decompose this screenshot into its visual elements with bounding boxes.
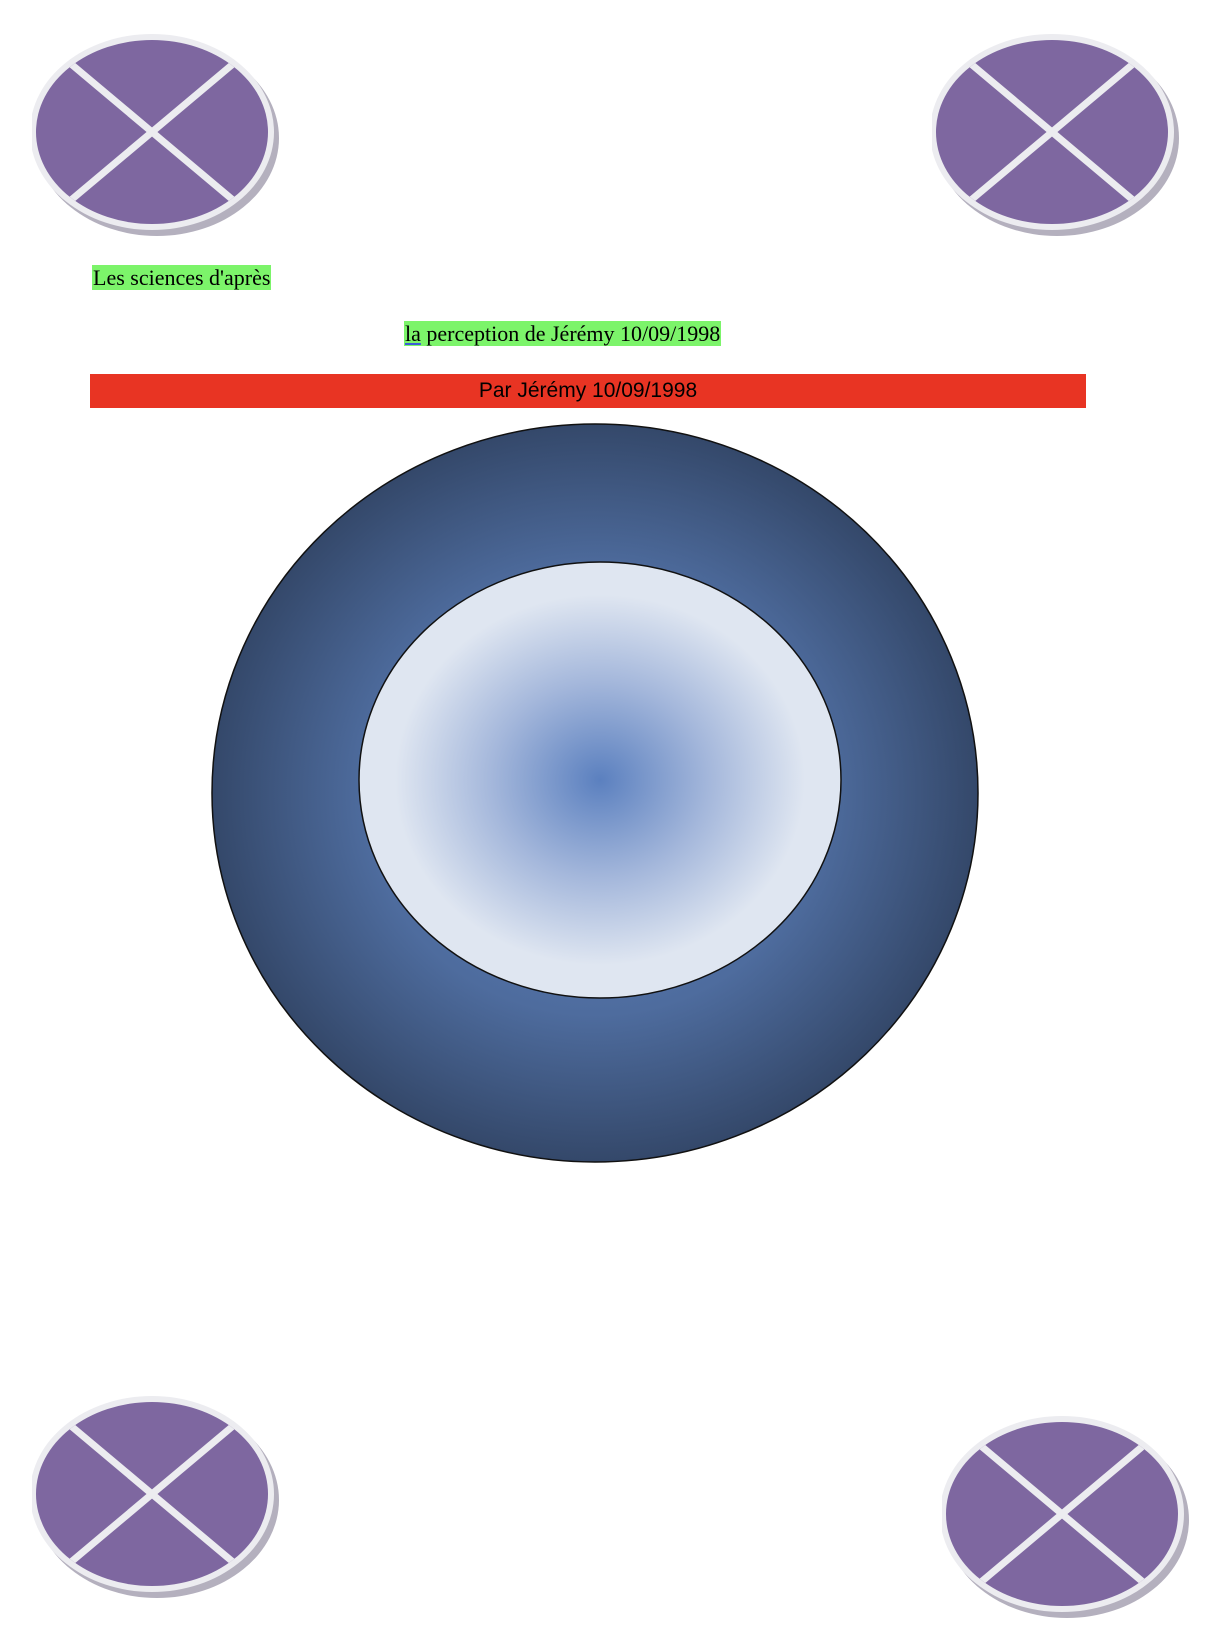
- subtitle-rest: perception de Jérémy 10/09/1998: [420, 321, 721, 346]
- corner-circle-cross-icon-top-right: [932, 34, 1179, 236]
- donut-inner-hole: [358, 561, 842, 999]
- donut-shape: [211, 423, 979, 1163]
- corner-circle-cross-icon-bottom-left: [32, 1396, 279, 1598]
- corner-circle-cross-icon-bottom-right: [942, 1416, 1189, 1618]
- corner-circle-cross-icon-top-left: [32, 34, 279, 236]
- author-bar: Par Jérémy 10/09/1998: [90, 374, 1086, 408]
- document-title: Les sciences d'après: [92, 265, 272, 290]
- subtitle-underlined-word: la: [405, 321, 421, 346]
- document-title-line: Les sciences d'après: [92, 263, 272, 293]
- author-bar-text: Par Jérémy 10/09/1998: [478, 379, 698, 402]
- document-subtitle-line: la perception de Jérémy 10/09/1998: [404, 319, 722, 349]
- document-subtitle: la perception de Jérémy 10/09/1998: [404, 321, 722, 346]
